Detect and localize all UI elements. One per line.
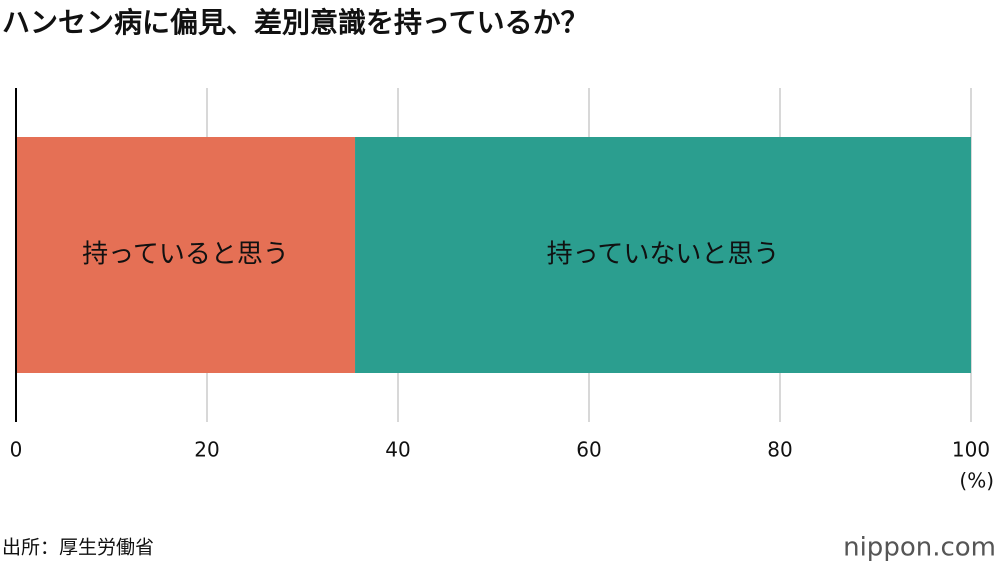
x-axis-label: (%) — [959, 469, 994, 493]
bar-segment — [16, 137, 356, 373]
x-tick-label: 20 — [194, 438, 219, 462]
x-tick-label: 80 — [767, 438, 792, 462]
source: 出所：厚生労働省 — [2, 537, 154, 559]
x-tick-label: 100 — [952, 438, 990, 462]
chart-title: ハンセン病に偏見、差別意識を持っているか？ — [2, 6, 589, 39]
segment-label: 持っていないと思う — [547, 240, 780, 270]
bar-segment — [355, 137, 971, 373]
x-tick-label: 60 — [576, 438, 601, 462]
x-tick-label: 0 — [10, 438, 23, 462]
x-tick-label: 40 — [385, 438, 410, 462]
segment-label: 持っていると思う — [82, 240, 289, 270]
logo: nippon.com — [843, 533, 996, 563]
